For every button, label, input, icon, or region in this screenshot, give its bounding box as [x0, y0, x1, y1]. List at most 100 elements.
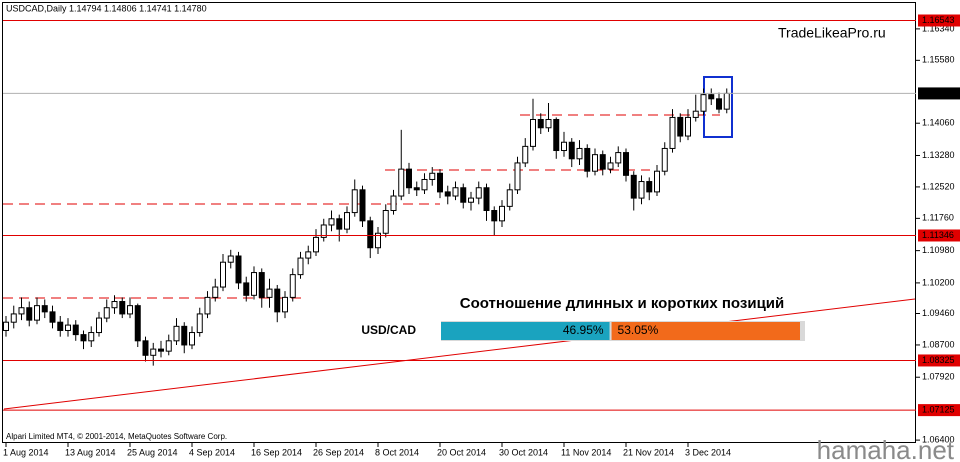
candle-body: [18, 307, 25, 315]
candle-body: [638, 181, 645, 199]
candle-body: [220, 261, 226, 288]
candle-body: [444, 191, 451, 197]
candle-body: [553, 118, 560, 152]
candle-body: [568, 141, 575, 160]
candle-body: [615, 152, 622, 164]
candle-body: [134, 305, 141, 342]
candle-body: [506, 189, 513, 207]
candle-body: [406, 168, 412, 189]
candle-body: [127, 305, 133, 315]
level-box: [918, 354, 960, 367]
candle-body: [72, 324, 79, 336]
candle-body: [111, 301, 118, 309]
candle-body: [677, 116, 684, 137]
y-tick-label: 1.06400: [922, 434, 955, 444]
candle-body: [119, 301, 126, 315]
candle-body: [545, 118, 552, 129]
y-tick-label: 1.08700: [922, 339, 955, 349]
candle-body: [685, 116, 691, 137]
candle-body: [204, 296, 211, 315]
plot-frame: [2, 2, 916, 443]
candle-body: [599, 154, 606, 170]
x-tick-label: 16 Sep 2014: [251, 447, 302, 457]
candle-body: [514, 162, 521, 191]
candle-body: [723, 92, 730, 110]
candle-body: [630, 174, 637, 199]
candle-body: [530, 118, 536, 147]
candle-body: [522, 145, 529, 164]
candle-body: [10, 313, 17, 323]
x-tick-label: 13 Aug 2014: [65, 447, 116, 457]
sentiment: 46.95% 53.05%: [441, 322, 800, 340]
candle-body: [65, 324, 71, 331]
candle-body: [437, 172, 443, 193]
level-label: 1.16543: [922, 15, 955, 25]
price-box: [918, 87, 960, 100]
watermark: hamaha.net: [817, 435, 955, 462]
candle-body: [165, 340, 172, 352]
candle-body: [189, 332, 195, 346]
candle-body: [181, 325, 188, 346]
trend-line: [3, 298, 916, 410]
candle-body: [421, 178, 428, 191]
level-box: [918, 14, 960, 27]
x-tick-label: 4 Sep 2014: [189, 447, 235, 457]
candle-body: [266, 288, 273, 298]
candle-body: [243, 282, 250, 296]
chart-header: USDCAD,Daily 1.14794 1.14806 1.14741 1.1…: [6, 3, 207, 13]
level-box: [918, 229, 960, 242]
candle-body: [289, 274, 296, 298]
candle-body: [460, 187, 467, 203]
sentiment-bar: [441, 322, 610, 340]
candle-body: [359, 189, 366, 222]
candle-body: [3, 321, 9, 331]
candle-body: [297, 257, 304, 276]
candle-body: [429, 172, 436, 180]
candle-body: [142, 340, 149, 356]
level-label: 1.07125: [922, 404, 955, 414]
candle-body: [708, 94, 715, 100]
candle-body: [282, 296, 288, 313]
candle-body: [158, 348, 164, 352]
candle-body: [375, 232, 381, 249]
y-tick-label: 1.11760: [922, 213, 954, 223]
sentiment-pair: USD/CAD: [361, 323, 416, 337]
candle-body: [227, 255, 234, 263]
candle-body: [320, 224, 327, 238]
copyright: Alpari Limited MT4, © 2001-2014, MetaQuo…: [6, 432, 227, 441]
candle-body: [351, 189, 358, 214]
x-tick-label: 11 Nov 2014: [561, 447, 611, 457]
candle-body: [41, 305, 48, 313]
candle-body: [336, 218, 343, 230]
sentiment-label: 53.05%: [618, 323, 659, 337]
candle-body: [592, 154, 598, 172]
y-tick-label: 1.09460: [922, 308, 955, 318]
x-tick-label: 20 Oct 2014: [437, 447, 486, 457]
candle-body: [328, 218, 335, 226]
candle-body: [398, 168, 405, 197]
sentiment-label: 46.95%: [563, 323, 604, 337]
candle-body: [669, 116, 676, 149]
sentiment-title: Соотношение длинных и коротких позиций: [460, 295, 784, 312]
y-tick-label: 1.16340: [922, 23, 955, 33]
y-tick-label: 1.14060: [922, 118, 955, 128]
y-tick-label: 1.15580: [922, 55, 955, 65]
candle-body: [623, 152, 629, 176]
candle-body: [483, 187, 490, 212]
candle-body: [607, 162, 614, 170]
candle-body: [475, 187, 482, 199]
candle-body: [150, 348, 157, 356]
x-tick-label: 30 Oct 2014: [499, 447, 548, 457]
candle-body: [584, 147, 591, 172]
candle-body: [576, 147, 583, 160]
candle-body: [661, 147, 668, 172]
candle-body: [700, 94, 707, 112]
y-tick-label: 1.10980: [922, 245, 955, 255]
y-tick-label: 1.07920: [922, 372, 955, 382]
candle-body: [646, 181, 653, 193]
y-tick-label: 1.13280: [922, 150, 955, 160]
candle-body: [305, 251, 312, 259]
candle-body: [499, 205, 505, 222]
